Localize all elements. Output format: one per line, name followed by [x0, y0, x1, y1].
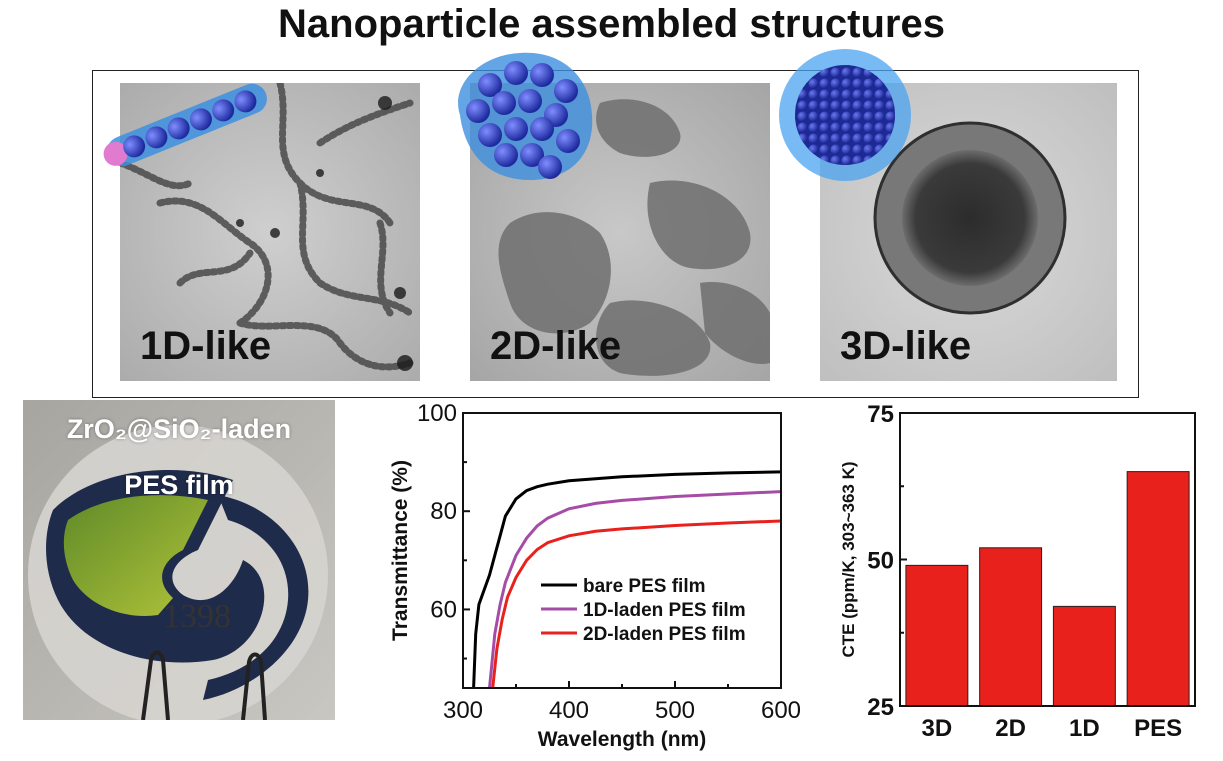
x-tick-label: 3D [922, 715, 953, 742]
film-photo: ZrO₂@SiO₂-laden PES film 1398 [23, 400, 335, 720]
legend-label-2: 2D-laden PES film [583, 624, 746, 645]
sphere-schematic-icon [779, 49, 911, 181]
bar-pes [1126, 471, 1190, 707]
y-tick-label: 75 [867, 401, 894, 428]
x-tick-label: 400 [549, 697, 589, 724]
bar-1d [1052, 605, 1116, 707]
x-axis-label: Wavelength (nm) [538, 728, 706, 751]
photo-caption-line1: ZrO₂@SiO₂-laden [66, 414, 292, 444]
film-number-label: 1398 [163, 598, 231, 635]
tem-label-1d: 1D-like [140, 324, 272, 368]
photo-caption-line2: PES film [124, 470, 234, 500]
tem-label-3d: 3D-like [840, 324, 972, 368]
transmittance-chart: 300 400 500 600 60 80 100 Wavelength (nm) Transm… [389, 400, 801, 751]
cte-bar-chart: 3D 2D 1D PES 25 50 75 CTE (ppm/K, 303~363 K) [839, 401, 1196, 742]
x-tick-label: 1D [1069, 715, 1100, 742]
series-line-1 [488, 490, 782, 689]
x-tick-label: PES [1134, 715, 1182, 742]
legend-label-1: 1D-laden PES film [583, 600, 746, 621]
x-tick-label: 2D [995, 715, 1026, 742]
series-line-2 [491, 519, 782, 689]
y-tick-label: 80 [430, 498, 457, 525]
bar-3d [905, 564, 969, 707]
x-tick-label: 300 [443, 697, 483, 724]
series-line-0 [472, 470, 782, 689]
y-tick-label: 25 [867, 694, 894, 721]
x-tick-label: 500 [655, 697, 695, 724]
figure-title: Nanoparticle assembled structures [278, 2, 945, 46]
y-axis-label: Transmittance (%) [389, 460, 412, 641]
bar-2d [979, 547, 1043, 707]
y-tick-label: 50 [867, 548, 894, 575]
cluster-schematic-icon [458, 52, 593, 180]
chain-schematic-icon [103, 83, 267, 167]
plot-frame [462, 412, 782, 689]
y-tick-label: 100 [417, 400, 457, 427]
x-tick-label: 600 [761, 697, 801, 724]
y-axis-label: CTE (ppm/K, 303~363 K) [839, 461, 858, 657]
y-tick-label: 60 [430, 596, 457, 623]
legend-label-0: bare PES film [583, 576, 706, 597]
tem-label-2d: 2D-like [490, 324, 622, 368]
ginkgo-logo-film [23, 400, 335, 720]
